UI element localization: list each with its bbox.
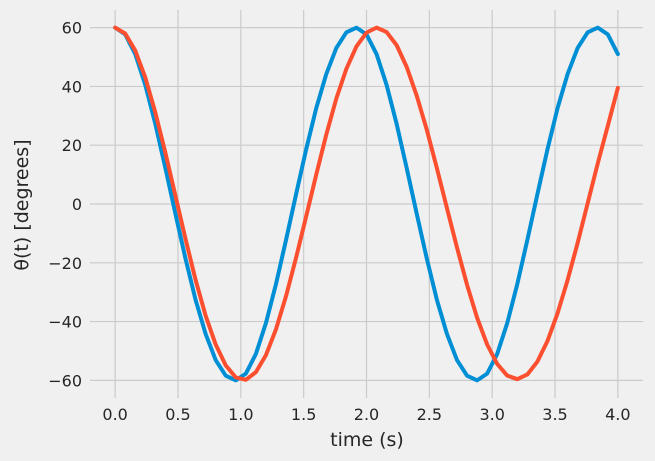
y-axis-label: θ(t) [degrees] bbox=[11, 139, 33, 270]
x-tick-label: 0.0 bbox=[102, 405, 127, 424]
x-tick-label: 1.5 bbox=[291, 405, 316, 424]
series-line-2 bbox=[113, 25, 620, 382]
x-tick-label: 3.5 bbox=[542, 405, 567, 424]
series-lines bbox=[113, 25, 620, 383]
y-tick-label: −40 bbox=[48, 313, 82, 332]
x-tick-label: 0.5 bbox=[165, 405, 190, 424]
y-tick-label: 20 bbox=[62, 136, 82, 155]
x-tick-label: 2.0 bbox=[354, 405, 379, 424]
y-tick-label: 40 bbox=[62, 77, 82, 96]
y-tick-labels: −60 −40 −20 0 20 40 60 bbox=[48, 19, 82, 391]
x-axis-label: time (s) bbox=[330, 429, 404, 451]
grid-lines bbox=[90, 10, 643, 398]
x-tick-labels: 0.0 0.5 1.0 1.5 2.0 2.5 3.0 3.5 4.0 bbox=[102, 405, 630, 424]
y-tick-label: −20 bbox=[48, 254, 82, 273]
x-tick-label: 1.0 bbox=[228, 405, 253, 424]
y-tick-label: −60 bbox=[48, 371, 82, 390]
y-tick-label: 0 bbox=[72, 195, 82, 214]
x-tick-label: 3.0 bbox=[479, 405, 504, 424]
x-tick-label: 2.5 bbox=[417, 405, 442, 424]
x-tick-label: 4.0 bbox=[605, 405, 630, 424]
y-tick-label: 60 bbox=[62, 19, 82, 38]
